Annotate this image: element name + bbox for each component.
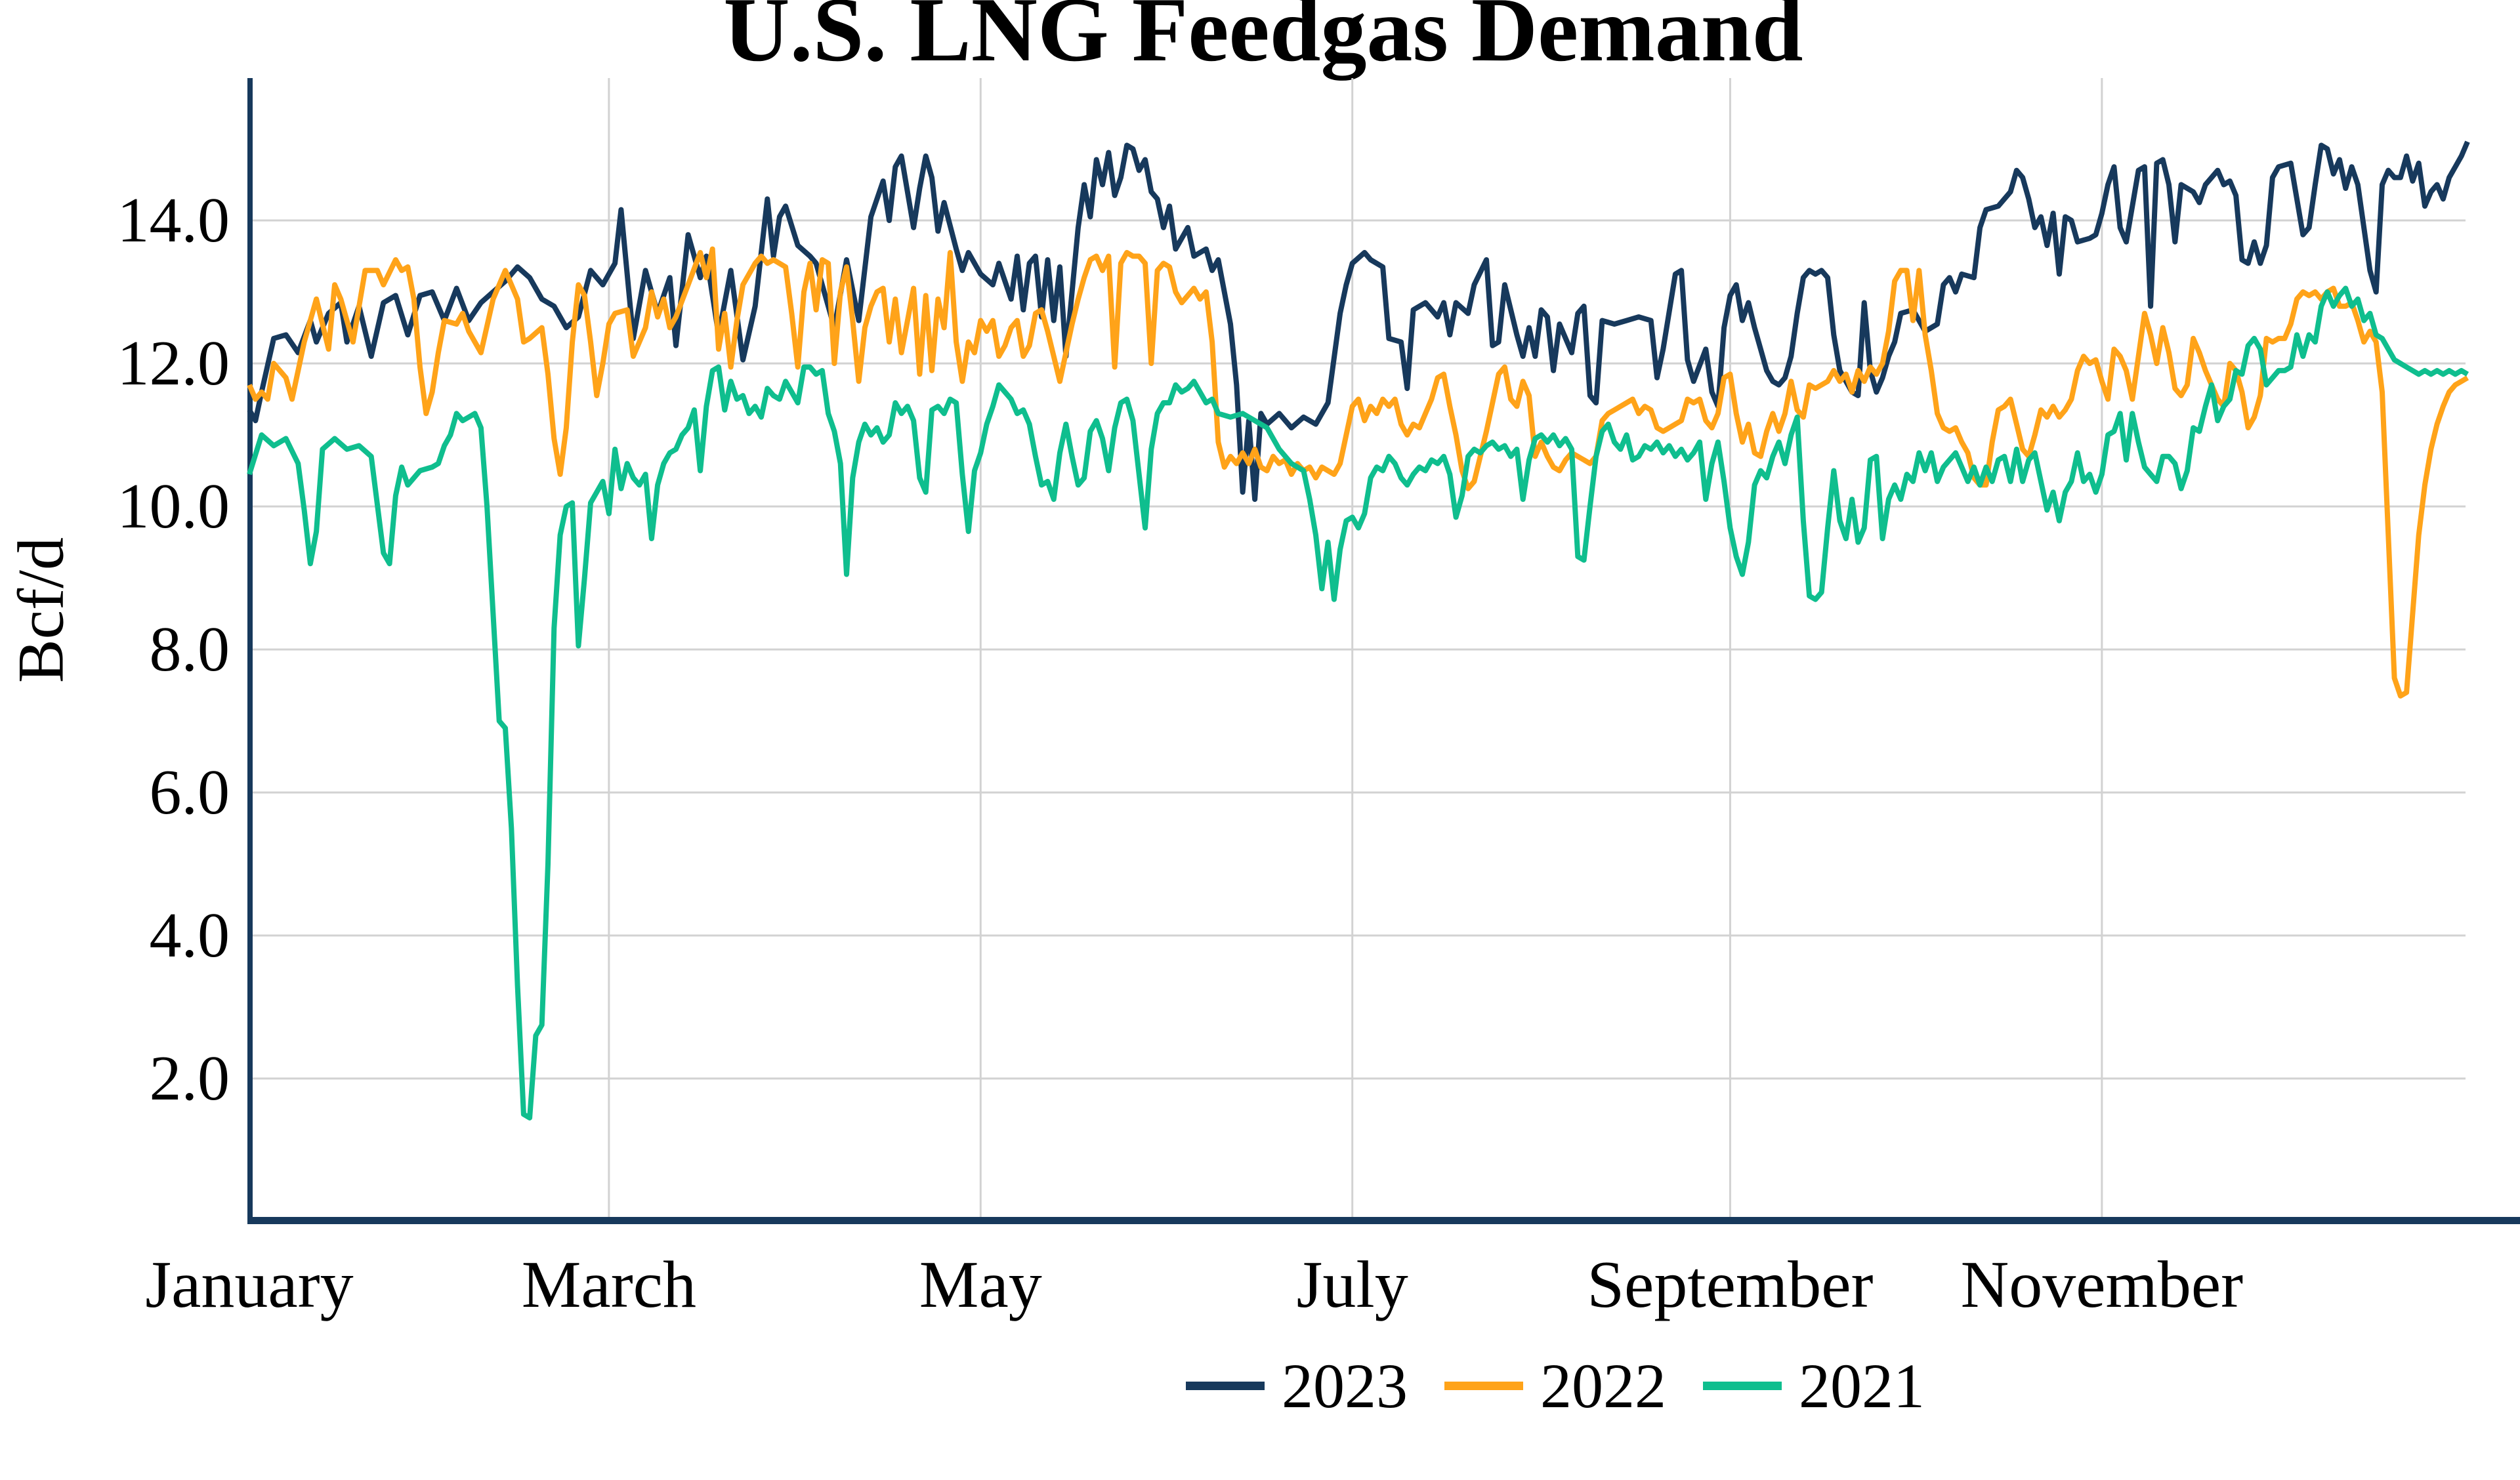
- y-tick-label-4.0: 4.0: [149, 900, 230, 971]
- x-tick-label-july: July: [1296, 1248, 1408, 1322]
- x-tick-label-september: September: [1587, 1248, 1874, 1322]
- y-tick-label-12.0: 12.0: [117, 328, 230, 399]
- legend: 2023 2022 2021: [98, 1351, 2520, 1421]
- series-line-2021: [247, 285, 2469, 1120]
- legend-label-2023: 2023: [1282, 1351, 1408, 1421]
- series-line-2022: [247, 246, 2469, 699]
- legend-item-2022: 2022: [1444, 1351, 1666, 1421]
- x-axis-spine: [247, 1217, 2520, 1224]
- x-tick-label-may: May: [919, 1248, 1042, 1322]
- y-tick-label-6.0: 6.0: [149, 757, 230, 828]
- y-axis-spine: [247, 78, 253, 1222]
- chart-title: U.S. LNG Feedgas Demand: [723, 0, 1803, 81]
- y-tick-label-10.0: 10.0: [117, 471, 230, 542]
- y-tick-label-14.0: 14.0: [117, 185, 230, 256]
- x-tick-label-november: November: [1960, 1248, 2244, 1322]
- legend-swatch-2022: [1444, 1382, 1523, 1391]
- x-tick-label-january: January: [145, 1248, 354, 1322]
- y-tick-label-8.0: 8.0: [149, 614, 230, 685]
- y-tick-label-2.0: 2.0: [149, 1043, 230, 1114]
- legend-swatch-2023: [1186, 1382, 1265, 1391]
- legend-item-2023: 2023: [1186, 1351, 1408, 1421]
- legend-label-2022: 2022: [1540, 1351, 1666, 1421]
- legend-label-2021: 2021: [1799, 1351, 1925, 1421]
- series-line-2023: [247, 140, 2470, 503]
- legend-item-2021: 2021: [1703, 1351, 1925, 1421]
- legend-swatch-2021: [1703, 1382, 1782, 1391]
- x-tick-label-march: March: [521, 1248, 696, 1322]
